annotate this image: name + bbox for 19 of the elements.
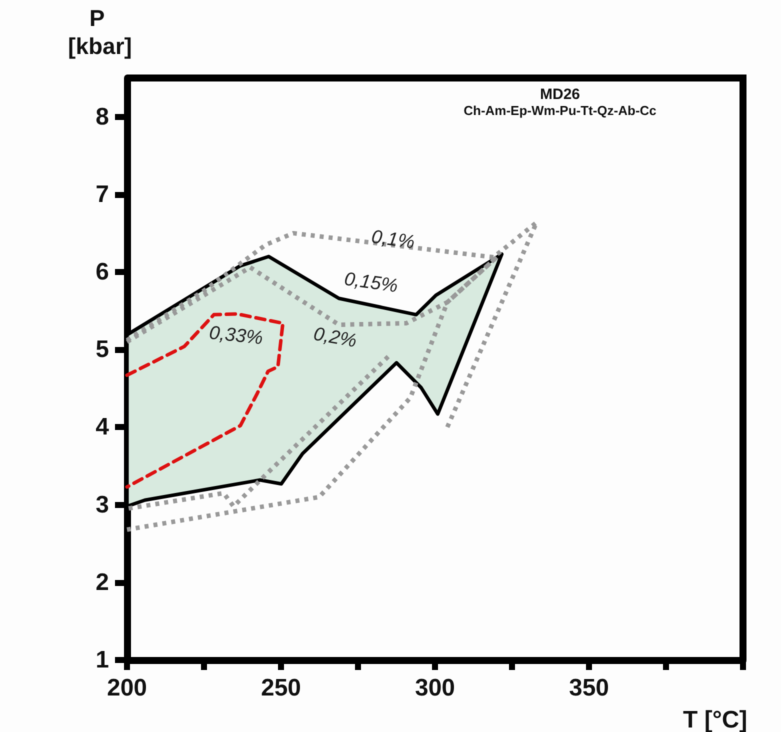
x-tick-label: 200 bbox=[106, 674, 148, 702]
annotation: 0,33% bbox=[208, 322, 264, 350]
text: MD26 bbox=[540, 86, 580, 103]
y-tick-label: 6 bbox=[96, 258, 109, 286]
annotation: 0,15% bbox=[342, 268, 400, 298]
y-tick-label: 5 bbox=[96, 336, 109, 364]
y-tick-label: 2 bbox=[96, 568, 109, 596]
text: Ch-Am-Ep-Wm-Pu-Tt-Qz-Ab-Cc bbox=[464, 103, 656, 118]
annotation: 0,2% bbox=[312, 324, 358, 352]
y-tick-label: 8 bbox=[96, 103, 109, 130]
x-tick-label: 350 bbox=[568, 674, 610, 702]
x-tick-label: 250 bbox=[260, 674, 302, 702]
y-tick-label: 3 bbox=[96, 491, 109, 518]
y-axis-title: P [kbar] bbox=[68, 5, 132, 59]
y-tick-label: 4 bbox=[96, 414, 110, 441]
annotation: 0,1% bbox=[370, 226, 416, 254]
y-tick-label: 1 bbox=[96, 646, 109, 674]
x-tick-label: 300 bbox=[414, 674, 456, 702]
y-tick-label: 7 bbox=[96, 180, 109, 208]
